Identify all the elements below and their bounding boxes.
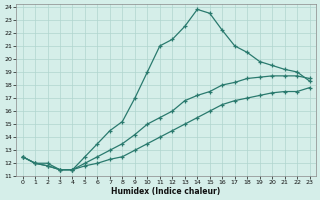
X-axis label: Humidex (Indice chaleur): Humidex (Indice chaleur): [111, 187, 221, 196]
